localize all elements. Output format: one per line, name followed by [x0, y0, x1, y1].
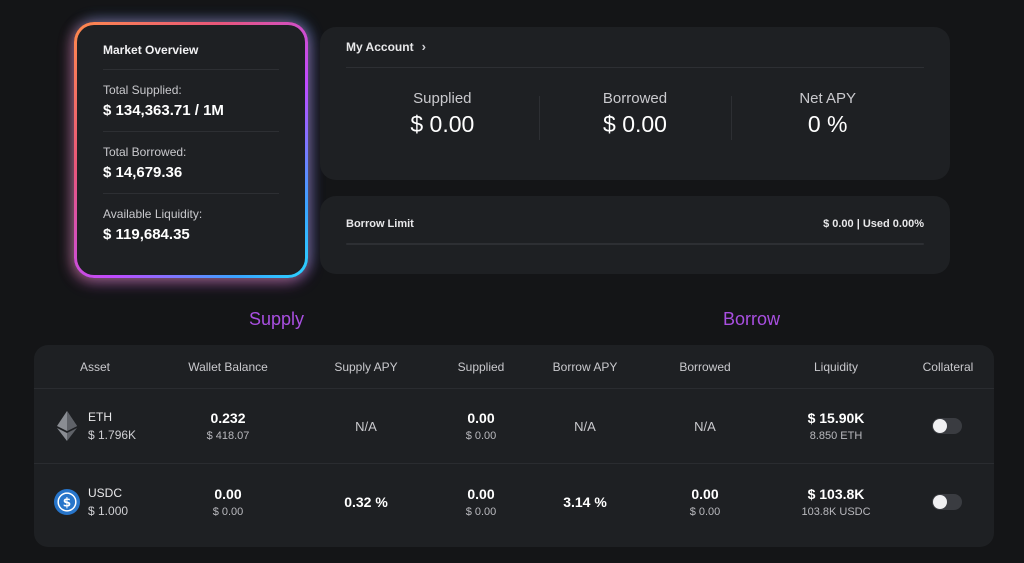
wallet-balance-usd: $ 418.07	[206, 430, 250, 442]
ethereum-icon	[54, 411, 80, 441]
header-asset: Asset	[79, 359, 110, 374]
stat-supplied: Supplied $ 0.00	[346, 90, 539, 138]
liquidity-usd: $ 103.8K	[807, 485, 865, 502]
available-liquidity-label: Available Liquidity:	[103, 207, 203, 221]
header-liquidity: Liquidity	[813, 359, 859, 374]
supplied-amount: 0.00	[467, 410, 495, 426]
markets-table: Asset Wallet Balance Supply APY Supplied…	[34, 345, 994, 547]
wallet-balance-amount: 0.232	[210, 410, 246, 426]
liquidity-usd: $ 15.90K	[807, 410, 865, 426]
stat-supplied-label: Supplied	[413, 90, 472, 107]
borrowed-amount: 0.00	[691, 485, 719, 502]
borrowed-cell: N/A	[694, 418, 716, 434]
available-liquidity-value: $ 119,684.35	[103, 226, 190, 243]
liquidity-amount: 8.850 ETH	[809, 430, 863, 442]
supply-apy-cell: 0.32 %	[344, 493, 388, 510]
table-header: Asset Wallet Balance Supply APY Supplied…	[34, 345, 994, 389]
supplied-usd: $ 0.00	[465, 430, 497, 442]
borrowed-cell: 0.00 $ 0.00	[640, 486, 770, 518]
usdc-icon: $	[54, 488, 80, 516]
svg-text:$: $	[63, 495, 71, 509]
market-overview-body: Market Overview Total Supplied: $ 134,36…	[77, 25, 305, 275]
stat-borrowed-value: $ 0.00	[603, 111, 667, 137]
supplied-amount: 0.00	[467, 485, 495, 502]
asset-cell: ETH $ 1.796K	[34, 410, 156, 442]
total-borrowed: Total Borrowed: $ 14,679.36	[103, 132, 279, 194]
liquidity-cell: $ 15.90K 8.850 ETH	[770, 410, 902, 442]
supplied-usd: $ 0.00	[465, 505, 497, 518]
borrow-limit-card: Borrow Limit $ 0.00 | Used 0.00%	[320, 196, 950, 274]
wallet-balance-cell: 0.00 $ 0.00	[156, 486, 300, 518]
wallet-balance-cell: 0.232 $ 418.07	[156, 410, 300, 442]
stat-borrowed: Borrowed $ 0.00	[538, 90, 732, 140]
stat-net-apy: Net APY 0 %	[731, 90, 924, 140]
stat-net-apy-value: 0 %	[807, 111, 848, 137]
borrow-section-title: Borrow	[723, 309, 781, 329]
supply-section-title: Supply	[249, 309, 305, 329]
my-account-card: My Account › Supplied $ 0.00 Borrowed $ …	[320, 27, 950, 180]
liquidity-cell: $ 103.8K 103.8K USDC	[770, 486, 902, 518]
chevron-right-icon: ›	[421, 39, 426, 54]
supplied-cell: 0.00 $ 0.00	[432, 410, 530, 442]
table-row[interactable]: ETH $ 1.796K 0.232 $ 418.07 N/A 0.00 $ 0…	[34, 389, 994, 464]
supply-apy-cell: N/A	[355, 418, 377, 434]
borrow-apy-cell: 3.14 %	[563, 493, 607, 510]
borrowed-usd: $ 0.00	[689, 505, 721, 518]
collateral-cell	[902, 418, 994, 434]
stat-net-apy-label: Net APY	[799, 90, 857, 107]
header-collateral: Collateral	[922, 359, 974, 374]
total-supplied: Total Supplied: $ 134,363.71 / 1M	[103, 70, 279, 132]
market-overview-title: Market Overview	[103, 43, 279, 70]
borrow-limit-label: Borrow Limit	[346, 218, 414, 230]
total-supplied-label: Total Supplied:	[103, 83, 182, 97]
asset-cell: $ USDC $ 1.000	[34, 486, 156, 518]
borrow-limit-value: $ 0.00 | Used 0.00%	[823, 218, 924, 230]
asset-price: $ 1.796K	[88, 428, 137, 442]
supplied-cell: 0.00 $ 0.00	[432, 486, 530, 518]
total-borrowed-value: $ 14,679.36	[103, 164, 183, 181]
asset-price: $ 1.000	[88, 503, 129, 518]
collateral-cell	[902, 493, 994, 510]
collateral-toggle-eth[interactable]	[932, 418, 962, 434]
market-overview-card: Market Overview Total Supplied: $ 134,36…	[74, 22, 308, 278]
available-liquidity: Available Liquidity: $ 119,684.35	[103, 194, 279, 255]
toggle-knob	[933, 494, 947, 509]
header-borrowed: Borrowed	[679, 359, 731, 374]
account-stats: Supplied $ 0.00 Borrowed $ 0.00 Net APY …	[346, 90, 924, 140]
header-wallet-balance: Wallet Balance	[188, 359, 268, 374]
my-account-title: My Account	[346, 39, 414, 54]
wallet-balance-amount: 0.00	[214, 485, 242, 502]
stat-borrowed-label: Borrowed	[602, 90, 668, 107]
total-borrowed-label: Total Borrowed:	[103, 145, 187, 159]
collateral-toggle-usdc[interactable]	[932, 493, 962, 510]
header-supply-apy: Supply APY	[334, 359, 398, 374]
header-supplied: Supplied	[457, 359, 505, 374]
asset-name: USDC	[88, 485, 123, 500]
table-row[interactable]: $ USDC $ 1.000 0.00 $ 0.00 0.32 % 0.00 $…	[34, 464, 994, 539]
wallet-balance-usd: $ 0.00	[212, 505, 244, 518]
total-supplied-value: $ 134,363.71 / 1M	[103, 102, 224, 119]
my-account-link[interactable]: My Account ›	[346, 39, 924, 68]
header-borrow-apy: Borrow APY	[552, 359, 618, 374]
asset-name: ETH	[88, 410, 112, 424]
borrow-limit-bar	[346, 243, 924, 245]
stat-supplied-value: $ 0.00	[410, 111, 475, 137]
liquidity-amount: 103.8K USDC	[801, 505, 871, 518]
toggle-knob	[933, 419, 947, 433]
borrow-apy-cell: N/A	[574, 418, 596, 434]
